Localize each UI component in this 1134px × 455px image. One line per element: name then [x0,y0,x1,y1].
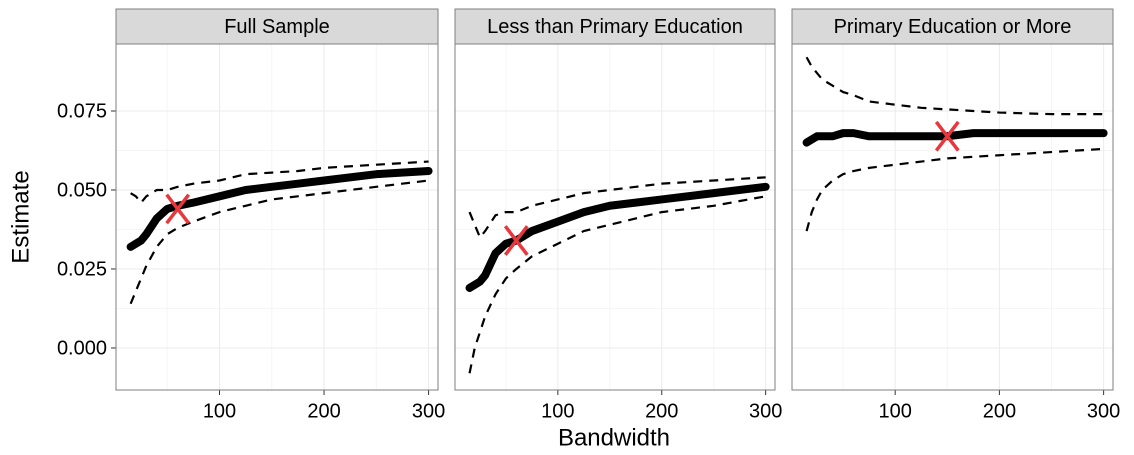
highlight-cross [165,193,191,225]
panel-border [454,43,776,391]
x-tick-label: 100 [203,400,236,422]
facet-title: Less than Primary Education [487,16,743,38]
estimate-line [465,182,770,292]
x-tick-label: 300 [749,400,782,422]
x-tick-label: 200 [983,400,1016,422]
y-tick-label: 0.075 [57,100,107,122]
x-tick-label: 200 [645,400,678,422]
panel-border [791,43,1114,391]
facet-title: Primary Education or More [834,16,1072,38]
highlight-marker [165,193,191,225]
x-tick-label: 100 [878,400,911,422]
ci-line [805,56,1104,116]
facet-strip [791,8,1114,45]
ci-line [468,195,766,374]
estimate-line [802,129,1108,147]
panel-background [792,44,1113,390]
facet-strip [454,8,776,45]
y-tick-label: 0.000 [57,337,107,359]
x-tick-label: 100 [541,400,574,422]
facet-title: Full Sample [224,16,330,38]
estimate-line [126,167,433,251]
y-axis-label: Estimate [7,170,34,263]
y-tick-label: 0.025 [57,258,107,280]
highlight-cross [934,120,960,152]
x-axis-label: Bandwidth [558,424,670,451]
ci-line [468,176,766,239]
y-tick-label: 0.050 [57,179,107,201]
panel-background [116,44,438,390]
highlight-marker [934,120,960,152]
highlight-marker [503,225,529,256]
ci-line [805,147,1104,232]
highlight-cross [503,225,529,256]
panel-background [455,44,775,390]
panel-border [115,43,439,391]
ci-line [130,160,429,204]
x-tick-label: 300 [1087,400,1120,422]
x-tick-label: 300 [412,400,445,422]
facet-strip [115,8,439,45]
x-tick-label: 200 [307,400,340,422]
